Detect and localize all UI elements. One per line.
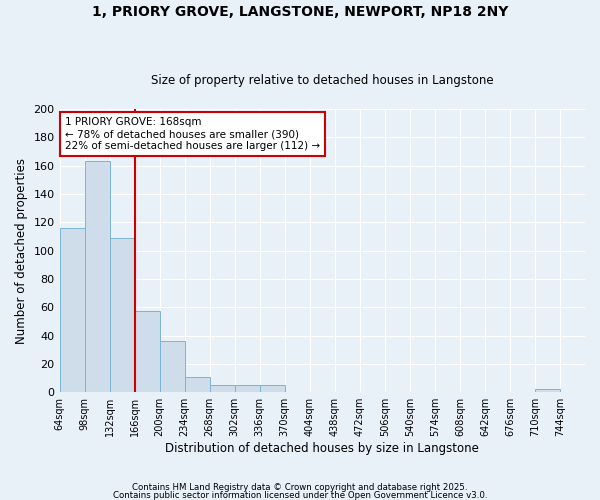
Text: 1, PRIORY GROVE, LANGSTONE, NEWPORT, NP18 2NY: 1, PRIORY GROVE, LANGSTONE, NEWPORT, NP1…: [92, 5, 508, 19]
Bar: [160, 341, 185, 392]
Bar: [235, 385, 260, 392]
Bar: [59, 228, 85, 392]
Text: 1 PRIORY GROVE: 168sqm
← 78% of detached houses are smaller (390)
22% of semi-de: 1 PRIORY GROVE: 168sqm ← 78% of detached…: [65, 118, 320, 150]
Bar: [85, 162, 110, 392]
Y-axis label: Number of detached properties: Number of detached properties: [15, 158, 28, 344]
Title: Size of property relative to detached houses in Langstone: Size of property relative to detached ho…: [151, 74, 494, 87]
Text: Contains HM Land Registry data © Crown copyright and database right 2025.: Contains HM Land Registry data © Crown c…: [132, 484, 468, 492]
Bar: [185, 376, 209, 392]
Bar: [535, 390, 560, 392]
Bar: [260, 385, 285, 392]
X-axis label: Distribution of detached houses by size in Langstone: Distribution of detached houses by size …: [166, 442, 479, 455]
Text: Contains public sector information licensed under the Open Government Licence v3: Contains public sector information licen…: [113, 490, 487, 500]
Bar: [110, 238, 134, 392]
Bar: [209, 385, 235, 392]
Bar: [134, 312, 160, 392]
